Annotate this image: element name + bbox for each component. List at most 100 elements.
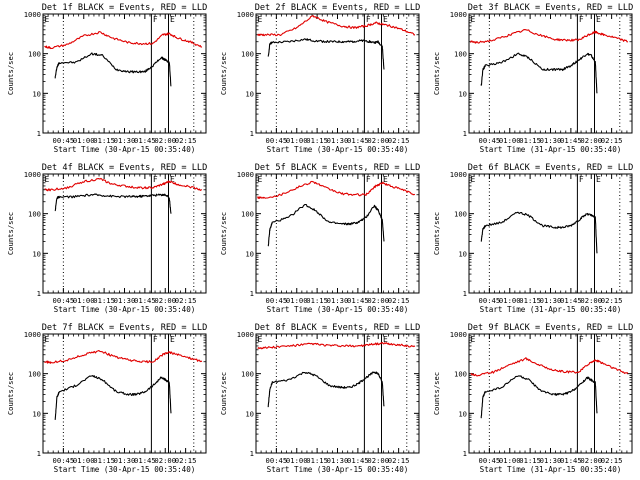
y-tick-label: 1000 — [450, 10, 467, 19]
flag-marker-label: F — [579, 335, 584, 344]
x-axis-label: Start Time (30-Apr-15 00:35:40) — [54, 145, 196, 154]
flag-marker-label: E — [596, 175, 601, 184]
flag-marker-label: E — [170, 175, 175, 184]
x-tick-label: 02:00 — [154, 296, 176, 305]
series-events-line — [480, 375, 598, 419]
x-tick-label: 02:00 — [367, 456, 389, 465]
flag-marker-label: E — [383, 175, 388, 184]
y-tick-label: 100 — [28, 210, 41, 219]
flag-marker-label: E — [383, 335, 388, 344]
series-events-line — [54, 52, 172, 87]
x-tick-label: 00:45 — [53, 456, 75, 465]
x-tick-label: 02:15 — [601, 136, 623, 145]
flag-marker-label: E — [383, 15, 388, 24]
series-events-line — [54, 193, 172, 214]
x-tick-label: 01:00 — [499, 296, 521, 305]
x-axis-label: Start Time (30-Apr-15 00:35:40) — [54, 305, 196, 314]
x-tick-label: 01:45 — [347, 296, 369, 305]
series-lld-line — [470, 357, 629, 377]
corner-flag-label: E — [471, 175, 476, 184]
x-tick-label: 02:15 — [175, 296, 197, 305]
x-tick-label: 01:00 — [499, 456, 521, 465]
x-tick-label: 01:45 — [347, 136, 369, 145]
y-tick-label: 10 — [458, 249, 467, 258]
x-tick-label: 00:45 — [53, 136, 75, 145]
x-tick-label: 01:45 — [134, 456, 156, 465]
y-tick-label: 1000 — [24, 170, 41, 179]
panel-title: Det 5f BLACK = Events, RED = LLD — [255, 163, 421, 173]
y-tick-label: 100 — [241, 210, 254, 219]
y-tick-label: 100 — [241, 50, 254, 59]
chart-panel: Det 9f BLACK = Events, RED = LLD 1 10 100 10… — [432, 323, 633, 474]
x-tick-label: 01:30 — [327, 296, 349, 305]
x-tick-label: 01:45 — [347, 456, 369, 465]
panel-title: Det 3f BLACK = Events, RED = LLD — [468, 3, 634, 13]
series-events-line — [480, 52, 598, 94]
x-tick-label: 00:45 — [53, 296, 75, 305]
series-events-line — [267, 203, 385, 247]
x-tick-label: 01:30 — [327, 456, 349, 465]
series-lld-line — [44, 177, 202, 192]
corner-flag-label: E — [471, 15, 476, 24]
series-events-line — [267, 371, 385, 408]
x-axis-label: Start Time (30-Apr-15 00:35:40) — [267, 305, 409, 314]
x-tick-label: 02:15 — [388, 456, 410, 465]
x-tick-label: 01:15 — [519, 456, 541, 465]
y-tick-label: 1 — [250, 449, 254, 458]
x-tick-label: 01:30 — [540, 296, 562, 305]
corner-flag-label: E — [258, 15, 263, 24]
plot-frame — [468, 13, 633, 134]
y-tick-label: 10 — [245, 249, 254, 258]
plot-frame — [255, 333, 420, 454]
y-tick-label: 10 — [32, 409, 41, 418]
y-axis-label: Counts/sec — [432, 52, 441, 95]
panel-title: Det 1f BLACK = Events, RED = LLD — [42, 3, 208, 13]
y-tick-label: 100 — [28, 370, 41, 379]
x-tick-label: 01:00 — [499, 136, 521, 145]
x-tick-label: 01:30 — [114, 456, 136, 465]
plot-frame — [42, 173, 207, 294]
x-tick-label: 01:00 — [73, 296, 95, 305]
flag-marker-label: F — [366, 15, 371, 24]
y-tick-label: 100 — [28, 50, 41, 59]
x-axis-label: Start Time (31-Apr-15 00:35:40) — [480, 465, 622, 474]
y-tick-label: 1000 — [450, 330, 467, 339]
x-tick-label: 01:30 — [540, 456, 562, 465]
y-tick-label: 1 — [250, 129, 254, 138]
y-axis-label: Counts/sec — [432, 372, 441, 415]
y-tick-label: 10 — [458, 89, 467, 98]
corner-flag-label: E — [258, 335, 263, 344]
y-tick-label: 1 — [250, 289, 254, 298]
panel-title: Det 8f BLACK = Events, RED = LLD — [255, 323, 421, 333]
panel-title: Det 9f BLACK = Events, RED = LLD — [468, 323, 634, 333]
x-axis-label: Start Time (30-Apr-15 00:35:40) — [267, 465, 409, 474]
x-tick-label: 01:30 — [114, 296, 136, 305]
x-tick-label: 01:00 — [286, 136, 308, 145]
y-tick-label: 10 — [458, 409, 467, 418]
flag-marker-label: F — [579, 175, 584, 184]
corner-flag-label: E — [471, 335, 476, 344]
x-tick-label: 01:00 — [73, 136, 95, 145]
y-tick-label: 1 — [463, 289, 467, 298]
panel-title: Det 7f BLACK = Events, RED = LLD — [42, 323, 208, 333]
x-tick-label: 00:45 — [479, 296, 501, 305]
x-tick-label: 02:00 — [580, 296, 602, 305]
x-tick-label: 02:15 — [601, 296, 623, 305]
x-tick-label: 02:15 — [601, 456, 623, 465]
x-tick-label: 01:30 — [114, 136, 136, 145]
y-tick-label: 10 — [245, 409, 254, 418]
plot-frame — [468, 173, 633, 294]
chart-panel: Det 1f BLACK = Events, RED = LLD 1 10 100 10… — [6, 3, 207, 154]
series-lld-line — [470, 29, 629, 44]
flag-marker-label: F — [366, 175, 371, 184]
x-tick-label: 02:15 — [175, 136, 197, 145]
series-lld-line — [257, 15, 416, 37]
chart-panel: Det 3f BLACK = Events, RED = LLD 1 10 100 10… — [432, 3, 633, 154]
y-tick-label: 10 — [245, 89, 254, 98]
x-tick-label: 02:00 — [367, 136, 389, 145]
y-axis-label: Counts/sec — [219, 52, 228, 95]
x-tick-label: 01:15 — [306, 456, 328, 465]
flag-marker-label: F — [153, 175, 158, 184]
x-tick-label: 01:45 — [134, 136, 156, 145]
x-tick-label: 01:45 — [560, 456, 582, 465]
